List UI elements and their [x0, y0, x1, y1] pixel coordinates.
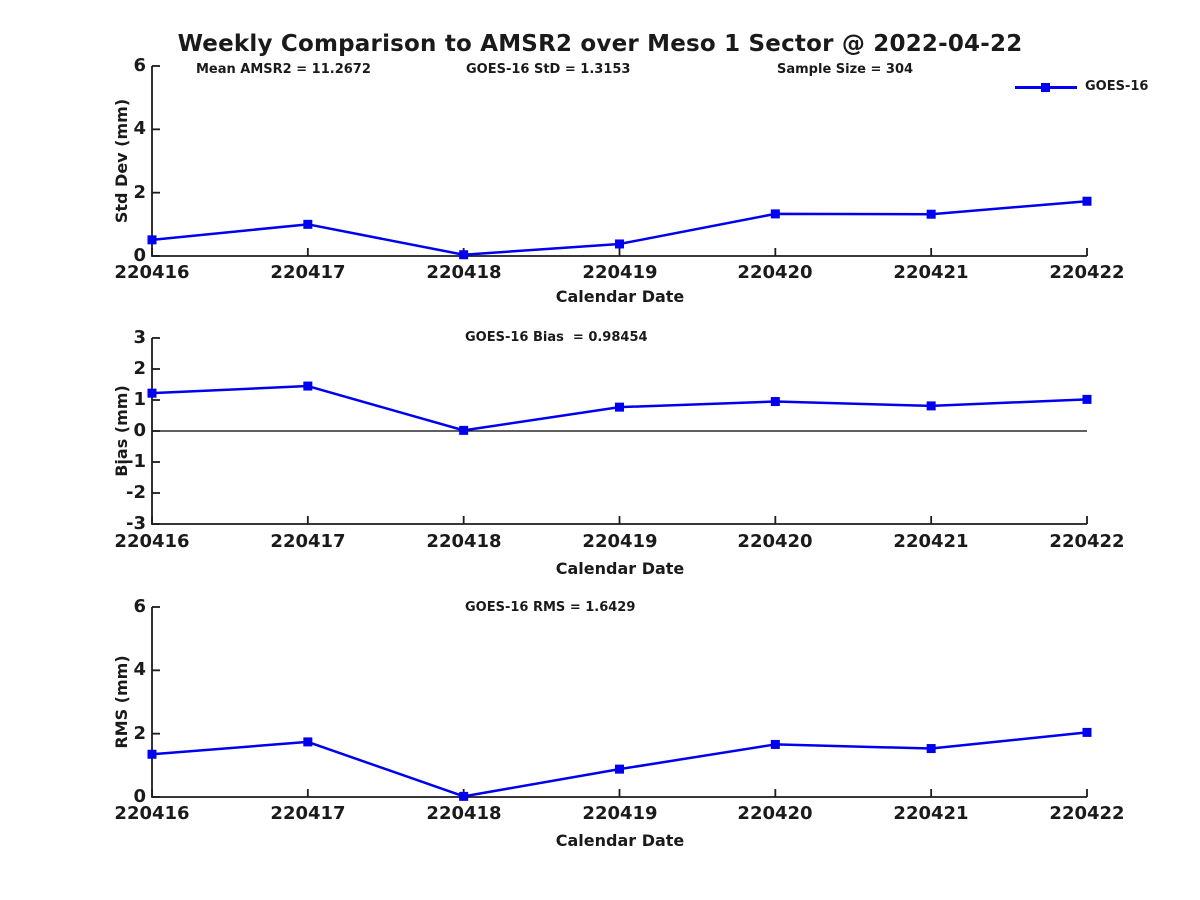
x-tick-label: 220417: [270, 262, 346, 283]
annotation-goes16-std: GOES-16 StD = 1.3153: [466, 62, 631, 77]
x-tick-label: 220418: [426, 531, 502, 552]
y-tick-label: 6: [133, 596, 146, 617]
annotation-mean-amsr2: Mean AMSR2 = 11.2672: [196, 62, 371, 77]
subplot-canvas-std-dev: [147, 65, 1092, 260]
y-axis-label-std-dev: Std Dev (mm): [112, 98, 131, 224]
y-tick-label: 3: [133, 327, 146, 348]
x-tick-label: 220417: [270, 803, 346, 824]
x-tick-label: 220422: [1049, 531, 1125, 552]
x-tick-label: 220416: [114, 803, 190, 824]
legend-label: GOES-16: [1085, 79, 1149, 94]
y-tick-label: 2: [133, 358, 146, 379]
y-tick-label: -3: [126, 513, 146, 534]
annotation-sample-size: Sample Size = 304: [777, 62, 914, 77]
x-axis-label: Calendar Date: [555, 559, 685, 578]
x-tick-label: 220419: [582, 531, 658, 552]
y-tick-label: 4: [133, 118, 146, 139]
y-tick-label: -2: [126, 482, 146, 503]
y-tick-label: 6: [133, 55, 146, 76]
x-tick-label: 220420: [737, 531, 813, 552]
y-tick-label: 2: [133, 182, 146, 203]
x-tick-label: 220418: [426, 262, 502, 283]
subplot-canvas-rms: [147, 606, 1092, 801]
subplot-canvas-bias: [147, 337, 1092, 525]
x-tick-label: 220422: [1049, 262, 1125, 283]
x-tick-label: 220421: [893, 803, 969, 824]
y-tick-label: 0: [133, 245, 146, 266]
x-tick-label: 220420: [737, 262, 813, 283]
subplot-title-bias: GOES-16 Bias = 0.98454: [465, 330, 648, 345]
x-tick-label: 220421: [893, 531, 969, 552]
legend-square-marker-icon: [1041, 82, 1050, 92]
x-tick-label: 220421: [893, 262, 969, 283]
legend-goes16: GOES-16: [1015, 79, 1148, 95]
figure-title: Weekly Comparison to AMSR2 over Meso 1 S…: [177, 31, 1023, 57]
x-tick-label: 220417: [270, 531, 346, 552]
legend-line-sample: [1015, 82, 1077, 92]
y-tick-label: 1: [133, 389, 146, 410]
x-tick-label: 220419: [582, 803, 658, 824]
y-tick-label: 2: [133, 723, 146, 744]
x-tick-label: 220416: [114, 531, 190, 552]
x-tick-label: 220418: [426, 803, 502, 824]
y-tick-label: 4: [133, 659, 146, 680]
y-tick-label: 0: [133, 786, 146, 807]
y-axis-label-rms: RMS (mm): [112, 655, 131, 749]
x-tick-label: 220419: [582, 262, 658, 283]
y-tick-label: 0: [133, 420, 146, 441]
x-tick-label: 220422: [1049, 803, 1125, 824]
x-axis-label: Calendar Date: [555, 831, 685, 850]
subplot-title-rms: GOES-16 RMS = 1.6429: [465, 600, 636, 615]
y-tick-label: -1: [126, 451, 146, 472]
x-tick-label: 220416: [114, 262, 190, 283]
x-tick-label: 220420: [737, 803, 813, 824]
x-axis-label: Calendar Date: [555, 287, 685, 306]
